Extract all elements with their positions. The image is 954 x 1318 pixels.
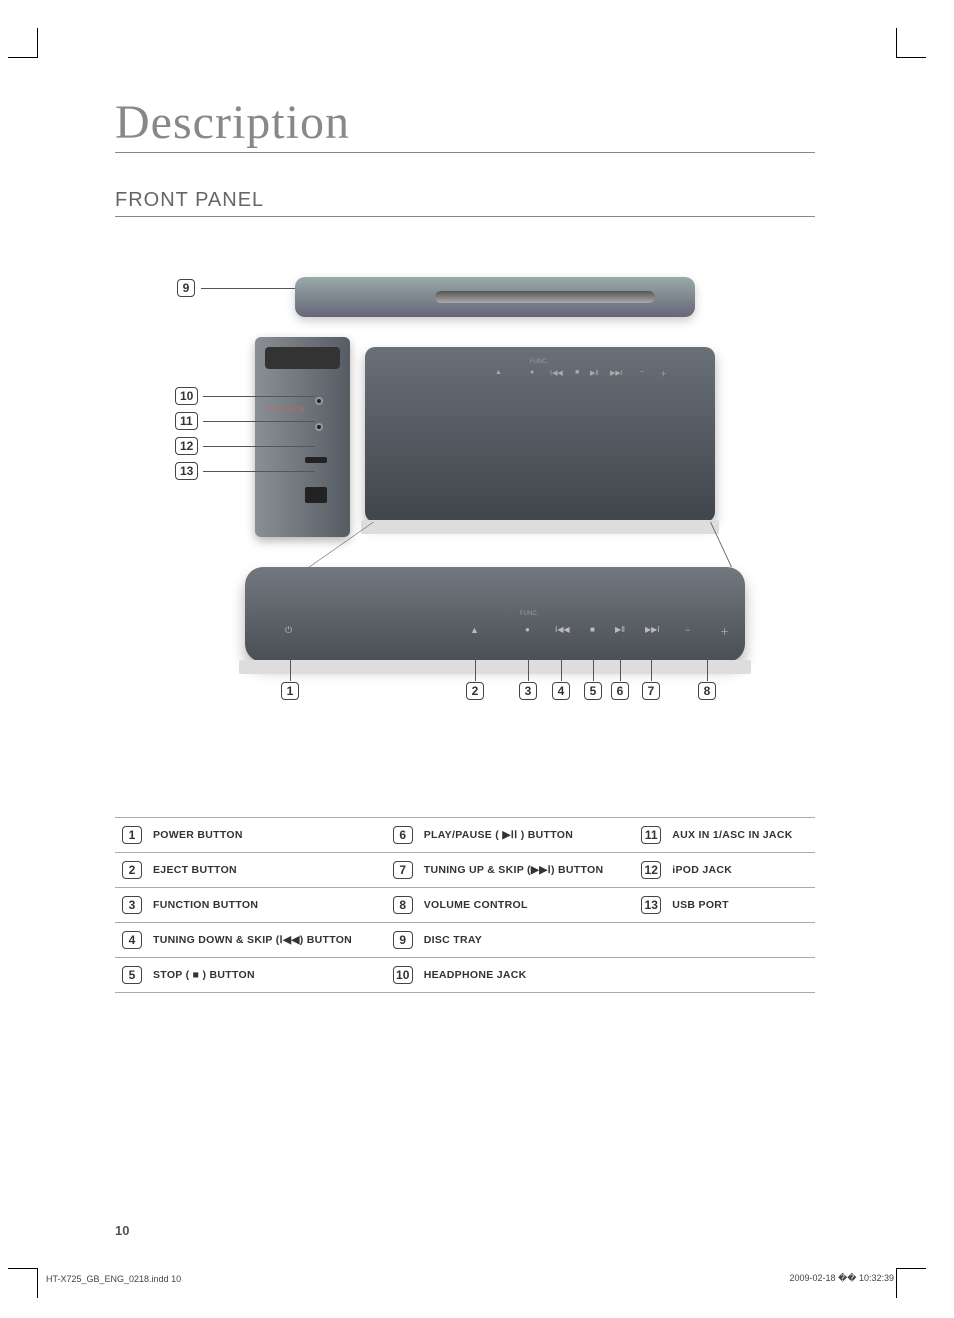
- part-number: 11: [641, 826, 661, 844]
- callout-11: 11: [175, 412, 198, 430]
- parts-table: 1 POWER BUTTON 6 PLAY/PAUSE ( ▶ⅠⅠ ) BUTTON 1…: [115, 817, 815, 993]
- side-panel-illustration: AUX IN1\ASC IN: [255, 337, 350, 537]
- skip-fwd-icon: ▶▶Ⅰ: [645, 625, 660, 634]
- callout-13: 13: [175, 462, 198, 480]
- skip-back-icon: Ⅰ◀◀: [555, 625, 570, 634]
- callout-4: 4: [552, 682, 570, 700]
- function-dot-icon: ●: [525, 625, 530, 634]
- part-label: PLAY/PAUSE ( ▶ⅠⅠ ) BUTTON: [420, 818, 635, 853]
- part-number: 4: [122, 931, 142, 949]
- aux-label: AUX IN1\ASC IN: [267, 407, 307, 413]
- part-label: [668, 923, 815, 958]
- part-number: 12: [641, 861, 661, 879]
- section-title: FRONT PANEL: [115, 189, 815, 217]
- part-label: HEADPHONE JACK: [420, 958, 635, 993]
- disc-tray-illustration: [295, 277, 695, 317]
- play-pause-icon: ▶Ⅱ: [615, 625, 625, 634]
- front-panel-diagram: 9 AUX IN1\ASC IN 10 11 12 13 FUNC. ▲ ● Ⅰ…: [115, 267, 815, 747]
- power-icon: ⏻: [285, 625, 292, 636]
- part-label: FUNCTION BUTTON: [149, 888, 386, 923]
- footer-filename: HT-X725_GB_ENG_0218.indd 10: [46, 1274, 181, 1284]
- stop-icon: ■: [590, 625, 595, 634]
- part-label: STOP ( ■ ) BUTTON: [149, 958, 386, 993]
- callout-10: 10: [175, 387, 198, 405]
- front-view-small: FUNC. ▲ ● Ⅰ◀◀ ■ ▶Ⅱ ▶▶Ⅰ − ＋: [365, 347, 715, 522]
- part-number: 3: [122, 896, 142, 914]
- callout-9: 9: [177, 279, 195, 297]
- front-view-zoom: ⏻ ▲ FUNC. ● Ⅰ◀◀ ■ ▶Ⅱ ▶▶Ⅰ − ＋: [245, 567, 745, 662]
- part-label: [668, 958, 815, 993]
- part-label: VOLUME CONTROL: [420, 888, 635, 923]
- callout-12: 12: [175, 437, 198, 455]
- part-label: TUNING DOWN & SKIP (Ⅰ◀◀) BUTTON: [149, 923, 386, 958]
- part-label: EJECT BUTTON: [149, 853, 386, 888]
- callout-5: 5: [584, 682, 602, 700]
- eject-icon: ▲: [470, 625, 479, 635]
- part-label: POWER BUTTON: [149, 818, 386, 853]
- callout-6: 6: [611, 682, 629, 700]
- part-label: TUNING UP & SKIP (▶▶Ⅰ) BUTTON: [420, 853, 635, 888]
- part-number: 9: [393, 931, 413, 949]
- callout-2: 2: [466, 682, 484, 700]
- callout-1: 1: [281, 682, 299, 700]
- callout-3: 3: [519, 682, 537, 700]
- part-number: 8: [393, 896, 413, 914]
- part-label: DISC TRAY: [420, 923, 635, 958]
- part-label: USB PORT: [668, 888, 815, 923]
- part-number: 6: [393, 826, 413, 844]
- part-number: 2: [122, 861, 142, 879]
- part-label: iPOD JACK: [668, 853, 815, 888]
- part-number: 13: [641, 896, 661, 914]
- callout-7: 7: [642, 682, 660, 700]
- vol-down-icon: −: [685, 625, 690, 635]
- part-number: 7: [393, 861, 413, 879]
- part-number: 1: [122, 826, 142, 844]
- part-number: 10: [393, 966, 413, 984]
- part-number: 5: [122, 966, 142, 984]
- part-label: AUX IN 1/ASC IN JACK: [668, 818, 815, 853]
- page-number: 10: [115, 1223, 129, 1238]
- page-title: Description: [115, 95, 815, 153]
- callout-8: 8: [698, 682, 716, 700]
- footer-timestamp: 2009-02-18 �� 10:32:39: [789, 1273, 894, 1284]
- func-label: FUNC.: [520, 611, 538, 617]
